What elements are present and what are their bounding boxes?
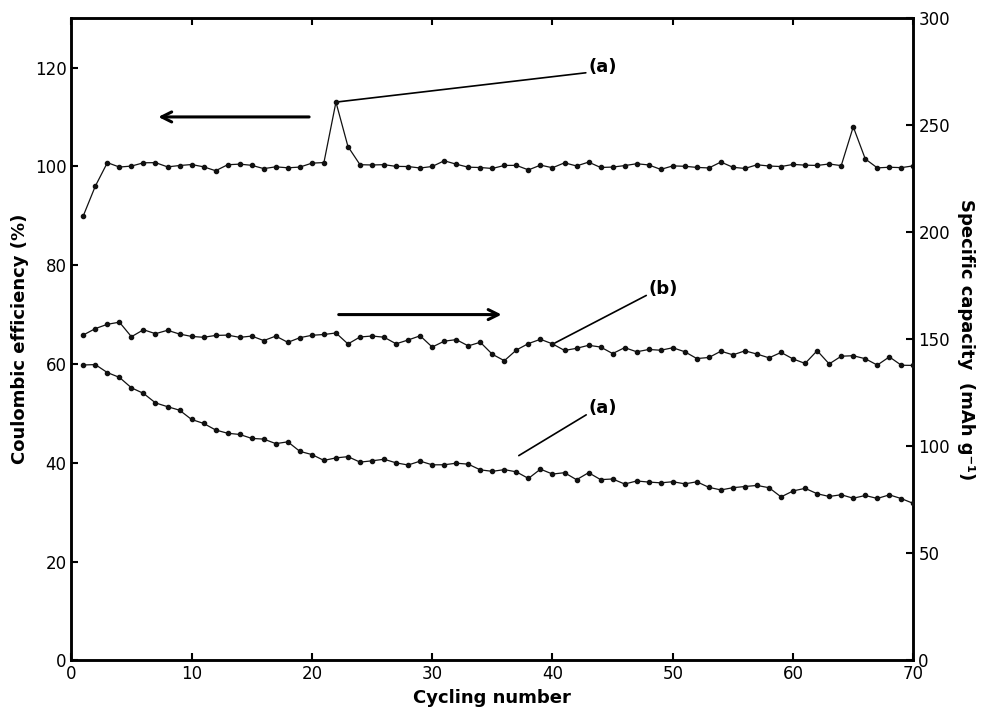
Y-axis label: Coulombic efficiency (%): Coulombic efficiency (%) <box>11 214 30 465</box>
Y-axis label: Specific capacity  (mAh g⁻¹): Specific capacity (mAh g⁻¹) <box>956 199 975 480</box>
Text: (a): (a) <box>589 58 617 76</box>
X-axis label: Cycling number: Cycling number <box>413 689 571 707</box>
Text: (a): (a) <box>589 399 617 417</box>
Text: (b): (b) <box>649 280 678 298</box>
